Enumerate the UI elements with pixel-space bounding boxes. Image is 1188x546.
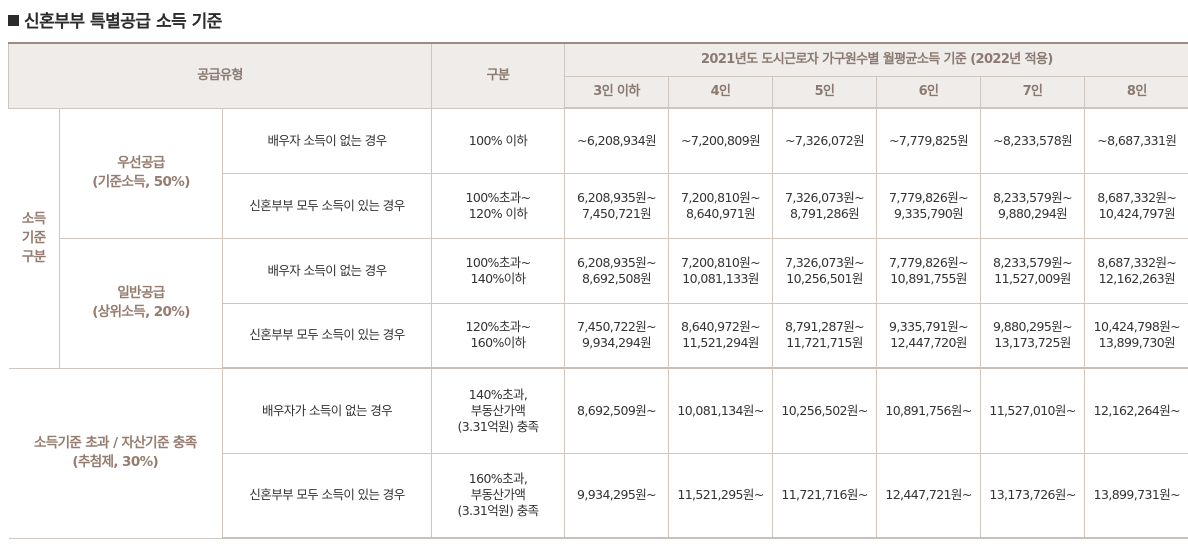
- page-title: 신혼부부 특별공급 소득 기준: [8, 8, 222, 36]
- value-cell: 10,891,756원~: [876, 367, 982, 454]
- condition-cell: 배우자 소득이 없는 경우: [221, 107, 433, 174]
- income-group-label: 소득 기준 구분: [8, 107, 60, 369]
- header-income-standard: 2021년도 도시근로자 가구원수별 월평균소득 기준 (2022년 적용): [564, 42, 1188, 77]
- value-cell: ~7,326,072원: [772, 107, 878, 174]
- priority-supply-label: 우선공급 (기준소득, 50%): [59, 107, 223, 239]
- value-cell: 13,173,726원~: [980, 452, 1086, 539]
- value-cell: 7,200,810원~ 8,640,971원: [668, 172, 774, 239]
- header-household-8: 8인: [1084, 75, 1188, 109]
- header-household-6: 6인: [876, 75, 982, 109]
- value-cell: 8,233,579원~ 9,880,294원: [980, 172, 1086, 239]
- table-row: 신혼부부 모두 소득이 있는 경우 100%초과~ 120% 이하 6,208,9…: [9, 172, 1188, 239]
- value-cell: 7,779,826원~ 9,335,790원: [876, 172, 982, 239]
- general-supply-label: 일반공급 (상위소득, 20%): [59, 237, 223, 369]
- value-cell: 7,200,810원~ 10,081,133원: [668, 237, 774, 304]
- criteria-cell: 100%초과~ 120% 이하: [431, 172, 566, 239]
- value-cell: ~6,208,934원: [564, 107, 670, 174]
- condition-cell: 신혼부부 모두 소득이 있는 경우: [221, 172, 433, 239]
- value-cell: ~8,687,331원: [1084, 107, 1188, 174]
- value-cell: 12,447,721원~: [876, 452, 982, 539]
- header-category: 구분: [431, 42, 566, 109]
- header-household-3: 3인 이하: [564, 75, 670, 109]
- header-household-4: 4인: [668, 75, 774, 109]
- value-cell: 7,326,073원~ 10,256,501원: [772, 237, 878, 304]
- value-cell: 7,779,826원~ 10,891,755원: [876, 237, 982, 304]
- value-cell: 9,880,295원~ 13,173,725원: [980, 302, 1086, 369]
- value-cell: 8,640,972원~ 11,521,294원: [668, 302, 774, 369]
- value-cell: ~7,779,825원: [876, 107, 982, 174]
- condition-cell: 신혼부부 모두 소득이 있는 경우: [221, 452, 433, 539]
- criteria-cell: 100% 이하: [431, 107, 566, 174]
- condition-cell: 배우자가 소득이 없는 경우: [221, 367, 433, 454]
- value-cell: 10,256,502원~: [772, 367, 878, 454]
- table-row: 일반공급 (상위소득, 20%) 배우자 소득이 없는 경우 100%초과~ 14…: [9, 237, 1188, 369]
- table-row: 소득 기준 구분 우선공급 (기준소득, 50%) 배우자 소득이 없는 경우 …: [8, 107, 1188, 369]
- value-cell: 8,233,579원~ 11,527,009원: [980, 237, 1086, 304]
- value-cell: 8,687,332원~ 12,162,263원: [1084, 237, 1188, 304]
- value-cell: 9,335,791원~ 12,447,720원: [876, 302, 982, 369]
- criteria-cell: 160%초과, 부동산가액 (3.31억원) 충족: [431, 452, 566, 539]
- value-cell: 10,081,134원~: [668, 367, 774, 454]
- value-cell: 8,692,509원~: [564, 367, 670, 454]
- value-cell: 7,450,722원~ 9,934,294원: [564, 302, 670, 369]
- value-cell: 11,721,716원~: [772, 452, 878, 539]
- value-cell: 8,791,287원~ 11,721,715원: [772, 302, 878, 369]
- criteria-cell: 120%초과~ 160%이하: [431, 302, 566, 369]
- table-row: 소득기준 초과 / 자산기준 충족 (추첨제, 30%) 배우자가 소득이 없는…: [8, 367, 1188, 539]
- condition-cell: 신혼부부 모두 소득이 있는 경우: [221, 302, 433, 369]
- value-cell: 7,326,073원~ 8,791,286원: [772, 172, 878, 239]
- square-bullet-icon: [8, 15, 19, 26]
- lottery-supply-label: 소득기준 초과 / 자산기준 충족 (추첨제, 30%): [8, 367, 223, 539]
- table-row: 신혼부부 모두 소득이 있는 경우 120%초과~ 160%이하 7,450,72…: [9, 302, 1188, 369]
- value-cell: 13,899,731원~: [1084, 452, 1188, 539]
- income-criteria-table: 공급유형 구분 2021년도 도시근로자 가구원수별 월평균소득 기준 (202…: [7, 42, 1188, 539]
- value-cell: 11,521,295원~: [668, 452, 774, 539]
- value-cell: ~8,233,578원: [980, 107, 1086, 174]
- header-household-5: 5인: [772, 75, 878, 109]
- criteria-cell: 100%초과~ 140%이하: [431, 237, 566, 304]
- criteria-cell: 140%초과, 부동산가액 (3.31억원) 충족: [431, 367, 566, 454]
- value-cell: 9,934,295원~: [564, 452, 670, 539]
- value-cell: 8,687,332원~ 10,424,797원: [1084, 172, 1188, 239]
- page-title-text: 신혼부부 특별공급 소득 기준: [24, 12, 222, 32]
- header-supply-type: 공급유형: [7, 42, 433, 109]
- table-row: 신혼부부 모두 소득이 있는 경우 160%초과, 부동산가액 (3.31억원) 충…: [9, 452, 1188, 539]
- value-cell: 10,424,798원~ 13,899,730원: [1084, 302, 1188, 369]
- value-cell: 6,208,935원~ 8,692,508원: [564, 237, 670, 304]
- condition-cell: 배우자 소득이 없는 경우: [221, 237, 433, 304]
- value-cell: 11,527,010원~: [980, 367, 1086, 454]
- value-cell: 12,162,264원~: [1084, 367, 1188, 454]
- header-household-7: 7인: [980, 75, 1086, 109]
- value-cell: ~7,200,809원: [668, 107, 774, 174]
- value-cell: 6,208,935원~ 7,450,721원: [564, 172, 670, 239]
